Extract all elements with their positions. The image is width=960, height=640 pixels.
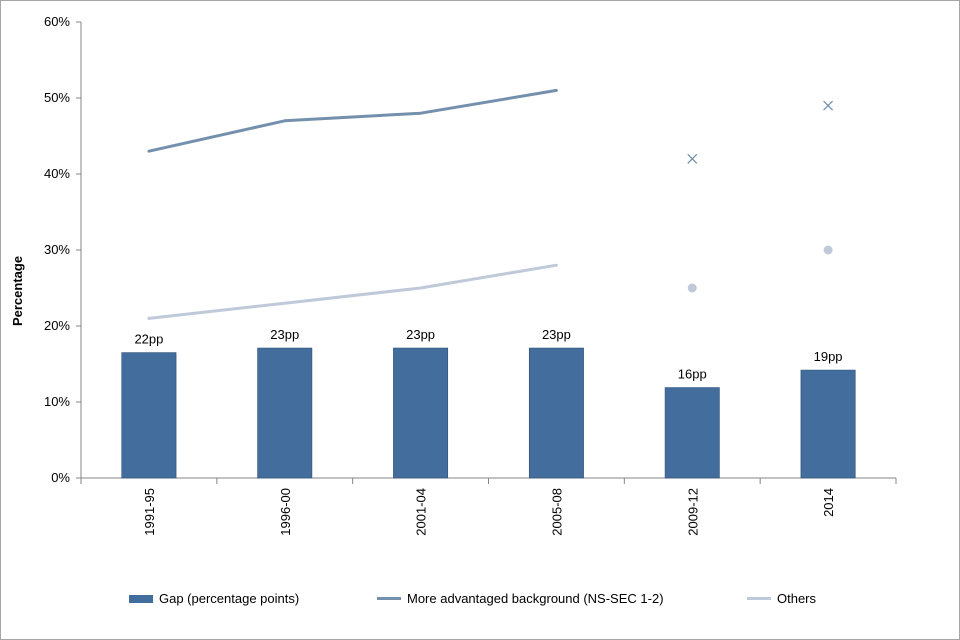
y-tick-label: 20% [44, 318, 70, 333]
bar [121, 352, 177, 479]
bar [257, 347, 313, 479]
bar-data-label: 22pp [134, 332, 163, 347]
y-tick-label: 10% [44, 394, 70, 409]
x-tick-label: 2001-04 [414, 488, 429, 536]
y-tick-label: 40% [44, 166, 70, 181]
bar-data-label: 16pp [678, 367, 707, 382]
x-tick-label: 1996-00 [278, 488, 293, 536]
bar [528, 347, 584, 479]
others-marker [823, 245, 833, 255]
legend-item-gap: Gap (percentage points) [129, 591, 299, 606]
bar-data-label: 23pp [406, 327, 435, 342]
y-tick-label: 30% [44, 242, 70, 257]
bar-data-label: 23pp [270, 327, 299, 342]
advantaged-line [147, 88, 558, 153]
bar [393, 347, 449, 479]
x-tick-label: 2014 [821, 488, 836, 517]
others-marker [687, 283, 697, 293]
bar-data-label: 23pp [542, 327, 571, 342]
chart: Percentage 0% 10% 20% 30% 40% 50% 60% 1991-95 19… [10, 14, 897, 536]
legend-swatch-gap [129, 594, 153, 603]
y-axis-title: Percentage [10, 256, 25, 326]
x-tick-label: 2005-08 [549, 488, 564, 536]
legend-item-advantaged: More advantaged background (NS-SEC 1-2) [377, 591, 664, 606]
legend: Gap (percentage points) More advantaged … [1, 591, 959, 613]
advantaged-marker [823, 100, 834, 111]
legend-label-gap: Gap (percentage points) [159, 591, 300, 606]
bar [664, 387, 720, 479]
plot-area: 0% 10% 20% 30% 40% 50% 60% 1991-95 1996-00 2001-0… [44, 14, 897, 536]
legend-label-others: Others [777, 591, 817, 606]
legend-swatch-advantaged [377, 597, 401, 600]
others-line [147, 263, 558, 320]
legend-label-advantaged: More advantaged background (NS-SEC 1-2) [407, 591, 664, 606]
y-tick-label: 0% [51, 470, 70, 485]
bar-data-label: 19pp [814, 349, 843, 364]
legend-item-others: Others [747, 591, 816, 606]
x-tick-label: 1991-95 [142, 488, 157, 536]
y-tick-label: 60% [44, 14, 70, 29]
x-tick-label: 2009-12 [685, 488, 700, 536]
bar [800, 369, 856, 479]
y-tick-label: 50% [44, 90, 70, 105]
legend-swatch-others [747, 597, 771, 600]
advantaged-marker [687, 153, 698, 164]
